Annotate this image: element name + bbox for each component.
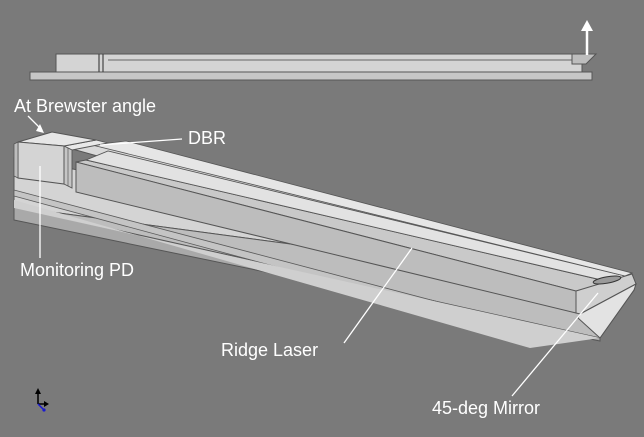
mirror-emission-spot: [592, 275, 622, 285]
mirror-leader: [511, 292, 599, 397]
brewster-label: At Brewster angle: [14, 96, 156, 116]
dbr-label: DBR: [188, 128, 226, 148]
axis-triad-icon: [35, 388, 49, 412]
perspective-view: [13, 131, 637, 348]
rear-ridge: [91, 140, 634, 277]
monitoring-pd-label: Monitoring PD: [20, 260, 134, 280]
base-layer-front: [14, 200, 600, 348]
side-view: [29, 20, 598, 81]
brewster-arrowhead: [36, 124, 44, 133]
photodiode-side: [13, 141, 19, 179]
up-arrow-icon: [581, 20, 593, 55]
side-view-substrate: [29, 71, 593, 81]
ridge-laser-leader: [343, 247, 413, 344]
mirror-label: 45-deg Mirror: [432, 398, 540, 418]
dbr-leader: [99, 138, 183, 146]
photodiode-front: [17, 141, 65, 185]
ridge-laser-label: Ridge Laser: [221, 340, 318, 360]
leader-lines: [27, 115, 599, 397]
side-view-chip: [55, 53, 583, 73]
